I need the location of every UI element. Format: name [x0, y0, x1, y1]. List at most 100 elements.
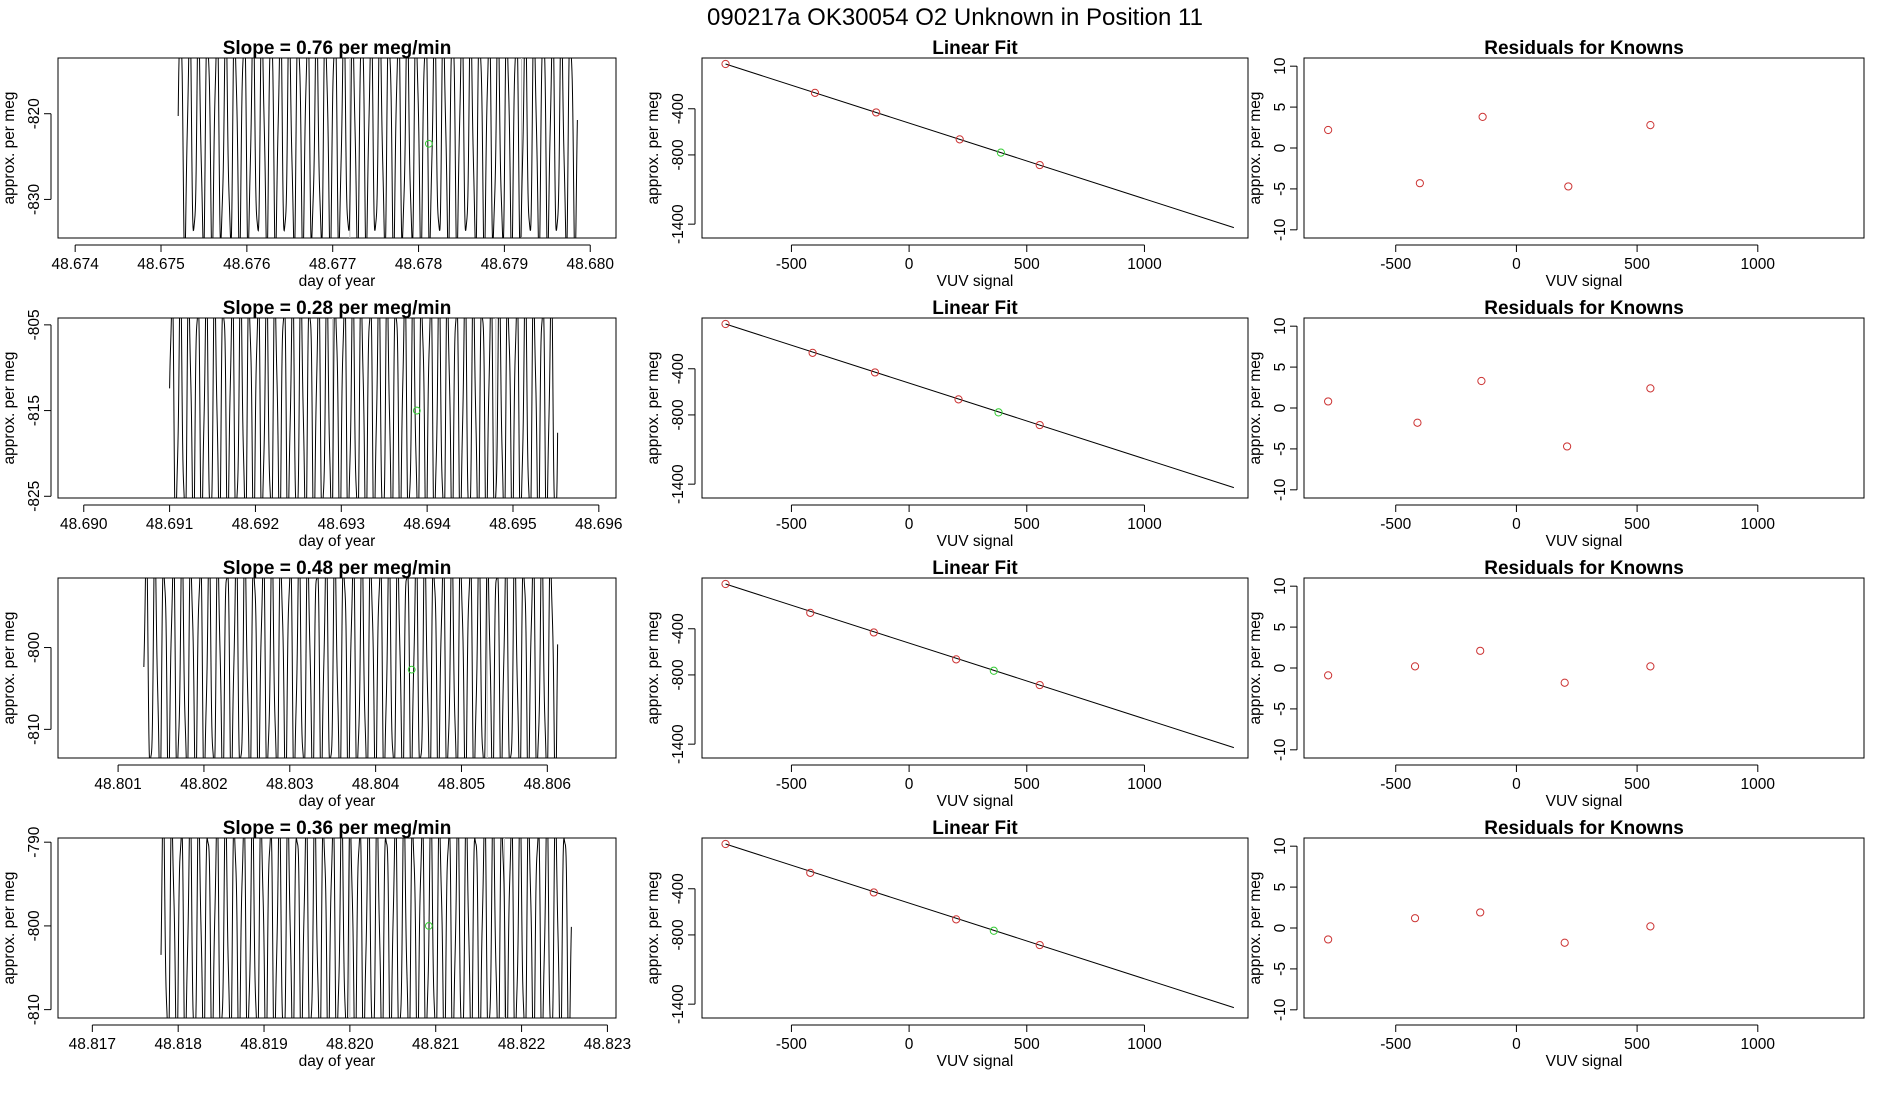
- linear-fit-x-tick-label: 1000: [1127, 516, 1162, 533]
- linear-fit-y-tick-label: -800: [670, 139, 687, 170]
- timeseries-panel: Slope = 0.48 per meg/min 48.801 48.802 48.8…: [1, 558, 617, 810]
- residual-point: [1324, 125, 1333, 135]
- timeseries-panel: Slope = 0.28 per meg/min 48.690 48.691 48.6…: [1, 298, 623, 550]
- linear-fit-x-tick-label: 1000: [1127, 776, 1162, 793]
- timeseries-unknown-point: [424, 922, 433, 930]
- timeseries-y-tick-label: -800: [26, 632, 43, 663]
- residuals-y-tick-label: 0: [1272, 663, 1289, 672]
- residuals-x-tick-label: 500: [1624, 516, 1650, 533]
- known-standard-point: [1035, 420, 1044, 430]
- residuals-y-tick-label: 5: [1272, 883, 1289, 892]
- linear-fit-x-tick-label: -500: [776, 516, 807, 533]
- timeseries-x-axis-label: day of year: [299, 533, 376, 550]
- timeseries-x-tick-label: 48.674: [51, 256, 99, 273]
- residuals-y-tick-label: 5: [1272, 363, 1289, 372]
- known-standard-point: [808, 348, 817, 357]
- residuals-x-tick-label: 1000: [1741, 516, 1776, 533]
- linear-fit-x-tick-label: 500: [1014, 516, 1040, 533]
- residuals-panel: Residuals for Knowns -500 0 500 1000 VUV sign…: [1247, 298, 1865, 550]
- known-standard-point: [869, 628, 878, 637]
- residual-point: [1564, 182, 1573, 191]
- residuals-y-axis-label: approx. per meg: [1247, 872, 1264, 985]
- timeseries-plot-frame: [57, 57, 617, 239]
- timeseries-y-axis-label: approx. per meg: [1, 92, 18, 205]
- residuals-x-tick-label: -500: [1380, 1036, 1411, 1053]
- linear-fit-title: Linear Fit: [932, 298, 1018, 319]
- residuals-x-tick-label: 500: [1624, 776, 1650, 793]
- residuals-y-tick-label: 0: [1272, 403, 1289, 412]
- linear-fit-line: [725, 583, 1235, 749]
- residual-point: [1478, 112, 1487, 122]
- timeseries-x-tick-label: 48.801: [94, 776, 141, 793]
- residual-point: [1646, 384, 1655, 393]
- linear-fit-y-tick-label: -1400: [670, 464, 687, 504]
- residuals-y-tick-label: 5: [1272, 623, 1289, 632]
- residuals-x-axis-label: VUV signal: [1546, 793, 1623, 810]
- linear-fit-x-tick-label: 0: [905, 516, 914, 533]
- linear-fit-plot-frame: [701, 577, 1249, 759]
- residual-point: [1560, 678, 1569, 687]
- residual-point: [1410, 914, 1420, 923]
- linear-fit-plot-frame: [701, 57, 1249, 239]
- linear-fit-x-tick-label: 0: [905, 776, 914, 793]
- timeseries-x-tick-label: 48.692: [232, 516, 279, 533]
- residuals-plot-frame: [1303, 577, 1865, 759]
- linear-fit-x-tick-label: 0: [905, 256, 914, 273]
- linear-fit-y-tick-label: -400: [670, 353, 687, 384]
- timeseries-x-tick-label: 48.696: [575, 516, 622, 533]
- residual-point: [1415, 179, 1424, 188]
- known-standard-point: [1035, 680, 1044, 690]
- known-standard-point: [952, 915, 961, 924]
- linear-fit-y-tick-label: -800: [670, 399, 687, 430]
- residual-point: [1413, 418, 1422, 427]
- unknown-sample-point: [989, 926, 998, 935]
- timeseries-plot-frame: [57, 577, 617, 759]
- timeseries-x-tick-label: 48.678: [395, 256, 442, 273]
- timeseries-panel: Slope = 0.36 per meg/min 48.817 48.818 48.8…: [1, 818, 631, 1070]
- residual-point: [1476, 646, 1485, 655]
- linear-fit-x-axis-label: VUV signal: [937, 533, 1014, 550]
- residuals-y-axis-label: approx. per meg: [1247, 352, 1264, 465]
- linear-fit-y-axis-label: approx. per meg: [645, 612, 662, 725]
- residuals-plot-frame: [1303, 317, 1865, 499]
- linear-fit-y-tick-label: -1400: [670, 984, 687, 1024]
- residual-point: [1476, 908, 1485, 917]
- linear-fit-x-tick-label: 500: [1014, 256, 1040, 273]
- linear-fit-title: Linear Fit: [932, 38, 1018, 59]
- residuals-y-tick-label: -10: [1272, 478, 1289, 501]
- residuals-y-tick-label: -10: [1272, 218, 1289, 241]
- timeseries-x-tick-label: 48.690: [60, 516, 108, 533]
- timeseries-x-tick-label: 48.805: [438, 776, 485, 793]
- timeseries-x-tick-label: 48.822: [498, 1036, 545, 1053]
- linear-fit-panel: Linear Fit -500 0 500 1000 VUV signal -1400 -80…: [645, 558, 1249, 810]
- timeseries-signal-line: [143, 578, 559, 758]
- residuals-title: Residuals for Knowns: [1484, 558, 1684, 579]
- residual-point: [1324, 671, 1333, 680]
- timeseries-y-tick-label: -800: [26, 910, 43, 941]
- timeseries-y-tick-label: -810: [26, 713, 43, 744]
- linear-fit-x-axis-label: VUV signal: [937, 1053, 1014, 1070]
- timeseries-x-tick-label: 48.804: [352, 776, 400, 793]
- residuals-x-axis-label: VUV signal: [1546, 533, 1623, 550]
- timeseries-title: Slope = 0.36 per meg/min: [223, 818, 452, 839]
- timeseries-y-axis-label: approx. per meg: [1, 872, 18, 985]
- residual-point: [1563, 442, 1572, 451]
- timeseries-y-tick-label: -825: [26, 481, 43, 512]
- known-standard-point: [721, 59, 730, 69]
- residuals-plot-frame: [1303, 837, 1865, 1019]
- timeseries-title: Slope = 0.48 per meg/min: [223, 558, 452, 579]
- residuals-x-tick-label: 0: [1512, 776, 1521, 793]
- timeseries-x-tick-label: 48.680: [567, 256, 615, 273]
- residuals-x-tick-label: 0: [1512, 1036, 1521, 1053]
- timeseries-x-tick-label: 48.803: [266, 776, 313, 793]
- timeseries-y-tick-label: -805: [26, 309, 43, 340]
- residuals-y-tick-label: 10: [1272, 837, 1289, 855]
- residuals-y-tick-label: -5: [1272, 442, 1289, 456]
- timeseries-x-tick-label: 48.679: [481, 256, 528, 273]
- linear-fit-title: Linear Fit: [932, 818, 1018, 839]
- timeseries-x-tick-label: 48.694: [403, 516, 451, 533]
- linear-fit-y-axis-label: approx. per meg: [645, 872, 662, 985]
- timeseries-unknown-point: [407, 665, 416, 674]
- timeseries-plot-frame: [57, 317, 617, 499]
